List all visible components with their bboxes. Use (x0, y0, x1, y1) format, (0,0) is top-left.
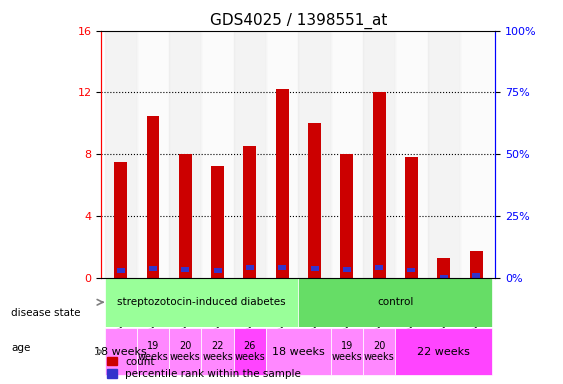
Bar (341, 154, 354, 278)
Bar (234, 31, 266, 278)
FancyBboxPatch shape (137, 328, 169, 375)
Bar (460, 31, 492, 278)
Legend: count, percentile rank within the sample: count, percentile rank within the sample (106, 357, 301, 379)
Bar (146, 116, 159, 278)
Bar (149, 266, 157, 270)
Bar (202, 31, 234, 278)
Bar (440, 275, 448, 279)
Bar (266, 31, 298, 278)
FancyBboxPatch shape (298, 278, 492, 327)
Bar (375, 265, 383, 270)
Bar (114, 162, 127, 278)
Text: 19
weeks: 19 weeks (137, 341, 168, 362)
Bar (308, 123, 321, 278)
Bar (343, 267, 351, 272)
Bar (428, 31, 460, 278)
Bar (408, 268, 415, 273)
FancyBboxPatch shape (395, 328, 492, 375)
FancyBboxPatch shape (169, 328, 202, 375)
Text: 20
weeks: 20 weeks (364, 341, 395, 362)
Bar (179, 154, 192, 278)
Bar (243, 146, 256, 278)
Bar (213, 268, 222, 273)
Bar (363, 31, 395, 278)
Text: 19
weeks: 19 weeks (332, 341, 362, 362)
Text: 22 weeks: 22 weeks (417, 347, 470, 357)
Text: 22
weeks: 22 weeks (202, 341, 233, 362)
Text: 18 weeks: 18 weeks (95, 347, 147, 357)
Bar (105, 31, 137, 278)
FancyBboxPatch shape (202, 328, 234, 375)
Bar (278, 265, 286, 270)
Bar (137, 31, 169, 278)
Bar (311, 266, 319, 270)
Bar (298, 31, 330, 278)
Bar (169, 31, 202, 278)
Text: disease state: disease state (11, 308, 81, 318)
FancyBboxPatch shape (266, 328, 330, 375)
Text: 20
weeks: 20 weeks (170, 341, 200, 362)
FancyBboxPatch shape (105, 328, 137, 375)
Bar (395, 31, 428, 278)
Bar (211, 167, 224, 278)
Text: streptozotocin-induced diabetes: streptozotocin-induced diabetes (117, 297, 286, 307)
Text: 18 weeks: 18 weeks (272, 347, 325, 357)
FancyBboxPatch shape (234, 328, 266, 375)
FancyBboxPatch shape (330, 328, 363, 375)
Text: 26
weeks: 26 weeks (235, 341, 265, 362)
Text: control: control (377, 297, 413, 307)
Bar (472, 273, 480, 278)
Bar (330, 31, 363, 278)
Bar (181, 267, 189, 272)
Title: GDS4025 / 1398551_at: GDS4025 / 1398551_at (209, 13, 387, 29)
Bar (373, 93, 386, 278)
FancyBboxPatch shape (363, 328, 395, 375)
FancyBboxPatch shape (105, 278, 298, 327)
Bar (117, 268, 125, 273)
Bar (276, 89, 289, 278)
Text: age: age (11, 343, 30, 353)
Bar (437, 258, 450, 278)
Bar (246, 265, 254, 270)
Bar (405, 157, 418, 278)
Bar (470, 252, 482, 278)
